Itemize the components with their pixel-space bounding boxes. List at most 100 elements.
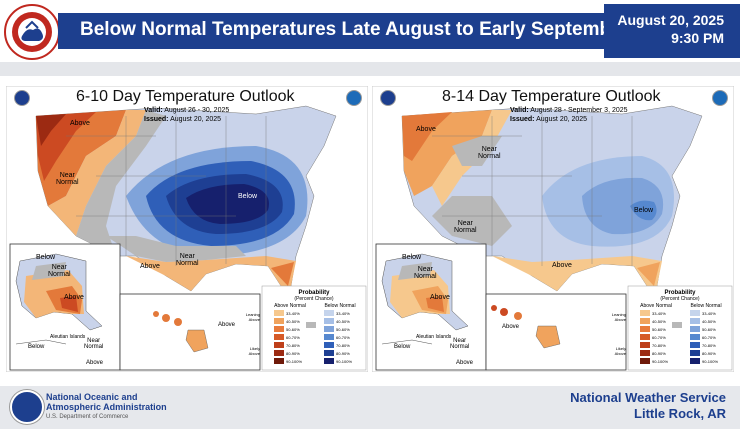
legend-above-range: 40-50% — [652, 319, 666, 324]
legend-below-range: 60-70% — [702, 335, 716, 340]
legend-leaning-above: Leaning — [246, 312, 260, 317]
legend-likely-above: Likely — [616, 346, 626, 351]
legend-below-range: 80-90% — [336, 351, 350, 356]
legend-below-range: 70-80% — [336, 343, 350, 348]
label-aleutian-near: Near Normal — [84, 338, 104, 350]
legend-above-swatch — [274, 342, 284, 348]
legend-above-range: 50-60% — [652, 327, 666, 332]
legend-above-range: 80-90% — [652, 351, 666, 356]
label-aleutian: Aleutian Islands — [50, 334, 86, 340]
legend-below-swatch — [690, 310, 700, 316]
legend-below-range: 50-60% — [336, 327, 350, 332]
date-box: August 20, 2025 9:30 PM — [604, 4, 740, 58]
legend-above-swatch — [640, 342, 650, 348]
label-alaska-above: Above — [64, 294, 84, 301]
label-above-south: Above — [552, 262, 572, 269]
label-alaska-near: Near Normal — [414, 266, 437, 280]
legend-likely-above: Above — [249, 351, 261, 356]
label-aleutian-above: Above — [86, 360, 104, 366]
label-alaska-below: Below — [402, 254, 422, 261]
legend-below-range: 33-40% — [336, 311, 350, 316]
legend-subtitle: (Percent Chance) — [660, 296, 700, 302]
label-alaska-above: Above — [430, 294, 450, 301]
legend-below-swatch — [324, 358, 334, 364]
date-text: August 20, 2025 — [617, 12, 724, 28]
legend-above-range: 80-90% — [286, 351, 300, 356]
panel-title: 6-10 Day Temperature Outlook — [76, 88, 295, 105]
time-text: 9:30 PM — [671, 30, 724, 46]
nws-logo-icon — [4, 4, 60, 60]
page-title: Below Normal Temperatures Late August to… — [80, 19, 630, 40]
legend-above-range: 33-40% — [286, 311, 300, 316]
noaa-name: National Oceanic and Atmospheric Adminis… — [46, 392, 167, 422]
valid-line: Valid: August 26 - 30, 2025 — [144, 107, 230, 114]
legend-likely-above: Above — [615, 351, 627, 356]
noaa-line3: U.S. Department of Commerce — [46, 414, 129, 420]
legend-above-swatch — [274, 334, 284, 340]
label-alaska-below: Below — [36, 254, 56, 261]
legend-below-swatch — [690, 318, 700, 324]
legend-above-range: 90-100% — [652, 359, 668, 364]
legend-below-range: 50-60% — [702, 327, 716, 332]
label-near-normal-s: Near Normal — [176, 253, 199, 267]
noaa-line1: National Oceanic and — [46, 392, 138, 402]
legend-above-swatch — [640, 334, 650, 340]
legend-subtitle: (Percent Chance) — [294, 296, 334, 302]
label-below-center: Below — [634, 207, 654, 214]
issued-line: Issued: August 20, 2025 — [510, 116, 588, 123]
nws-line1: National Weather Service — [570, 390, 726, 405]
legend-above-header: Above Normal — [640, 303, 672, 309]
legend-below-swatch — [324, 350, 334, 356]
legend-near-swatch — [672, 322, 682, 328]
label-near-normal-w: Near Normal — [478, 146, 501, 160]
nws-office: National Weather Service Little Rock, AR — [570, 390, 726, 422]
legend-above-swatch — [640, 318, 650, 324]
legend-above-swatch — [274, 310, 284, 316]
label-above-south: Above — [140, 263, 160, 270]
legend-below-range: 40-50% — [336, 319, 350, 324]
legend-above-range: 70-80% — [652, 343, 666, 348]
panel-title: 8-14 Day Temperature Outlook — [442, 88, 661, 105]
legend-below-range: 70-80% — [702, 343, 716, 348]
title-bar: Below Normal Temperatures Late August to… — [58, 13, 629, 49]
label-aleutian-below: Below — [28, 344, 45, 350]
legend-above-swatch — [274, 318, 284, 324]
label-above-nw: Above — [70, 120, 90, 127]
legend-above-header: Above Normal — [274, 303, 306, 309]
legend-title: Probability — [298, 290, 330, 296]
header-banner: Below Normal Temperatures Late August to… — [0, 0, 740, 62]
legend-above-swatch — [274, 326, 284, 332]
panel-6-10-day: Probability (Percent Chance) Above Normal B… — [6, 86, 368, 372]
noaa-logo-icon — [10, 390, 44, 424]
legend-likely-above: Likely — [250, 346, 260, 351]
legend-below-swatch — [324, 342, 334, 348]
label-aleutian-near: Near Normal — [450, 338, 470, 350]
legend-above-range: 50-60% — [286, 327, 300, 332]
nws-small-icon — [712, 90, 728, 106]
legend-above-swatch — [640, 358, 650, 364]
legend-above-swatch — [640, 350, 650, 356]
label-near-normal-w: Near Normal — [56, 172, 79, 186]
legend-above-swatch — [640, 310, 650, 316]
legend-below-range: 90-100% — [336, 359, 352, 364]
legend-above-range: 60-70% — [286, 335, 300, 340]
legend-title: Probability — [664, 290, 696, 296]
legend-below-range: 90-100% — [702, 359, 718, 364]
legend-above-swatch — [640, 326, 650, 332]
noaa-line2: Atmospheric Administration — [46, 402, 167, 412]
valid-line: Valid: August 28 - September 3, 2025 — [510, 107, 628, 114]
legend-above-range: 40-50% — [286, 319, 300, 324]
label-aleutian-below: Below — [394, 344, 411, 350]
legend-below-range: 33-40% — [702, 311, 716, 316]
legend-leaning-above: Above — [615, 317, 627, 322]
legend-leaning-above: Leaning — [612, 312, 626, 317]
legend-above-swatch — [274, 358, 284, 364]
legend-above-range: 90-100% — [286, 359, 302, 364]
panel-8-14-day: Probability (Percent Chance) Above Normal B… — [372, 86, 734, 372]
legend-below-swatch — [324, 334, 334, 340]
divider-strip — [0, 62, 740, 76]
issued-line: Issued: August 20, 2025 — [144, 116, 222, 123]
legend-below-swatch — [690, 358, 700, 364]
legend-near-swatch — [306, 322, 316, 328]
legend-above-range: 70-80% — [286, 343, 300, 348]
